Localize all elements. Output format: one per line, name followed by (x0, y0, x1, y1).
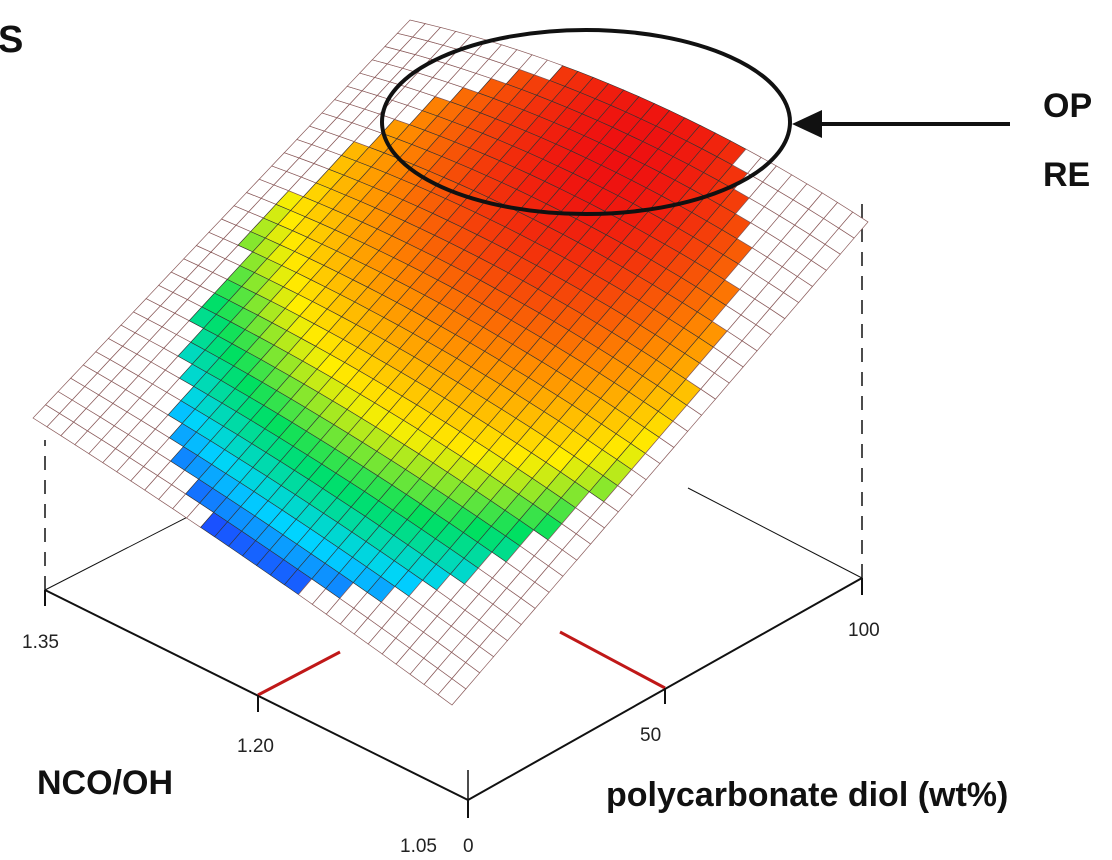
callout-label-line-2: RE (1043, 156, 1090, 194)
y-tick-label: 100 (848, 620, 880, 641)
tick-marks (44, 578, 863, 818)
x-tick-label: 1.20 (237, 736, 274, 757)
response-surface (32, 19, 869, 706)
y-tick-label: 0 (463, 836, 474, 857)
back-right-base-line (687, 487, 863, 579)
x-tick-label: 1.35 (22, 632, 59, 653)
y-axis-title: polycarbonate diol (wt%) (606, 776, 1008, 814)
optimum-marker-diol (559, 630, 666, 690)
optimum-marker-lines (257, 630, 666, 697)
x-axis-title: NCO/OH (37, 764, 173, 802)
top-left-label: S (0, 19, 23, 61)
callout-label-line-1: OP (1043, 87, 1092, 125)
x-tick-label: 1.05 (400, 836, 437, 857)
nco-oh-axis-line (44, 589, 469, 801)
callout-arrowhead (792, 110, 822, 138)
base-box (44, 200, 863, 801)
surface-mesh-cell (838, 211, 869, 239)
optimum-marker-nco-oh (257, 650, 341, 697)
optimum-region-ellipse (380, 28, 792, 216)
y-tick-label: 50 (640, 725, 661, 746)
